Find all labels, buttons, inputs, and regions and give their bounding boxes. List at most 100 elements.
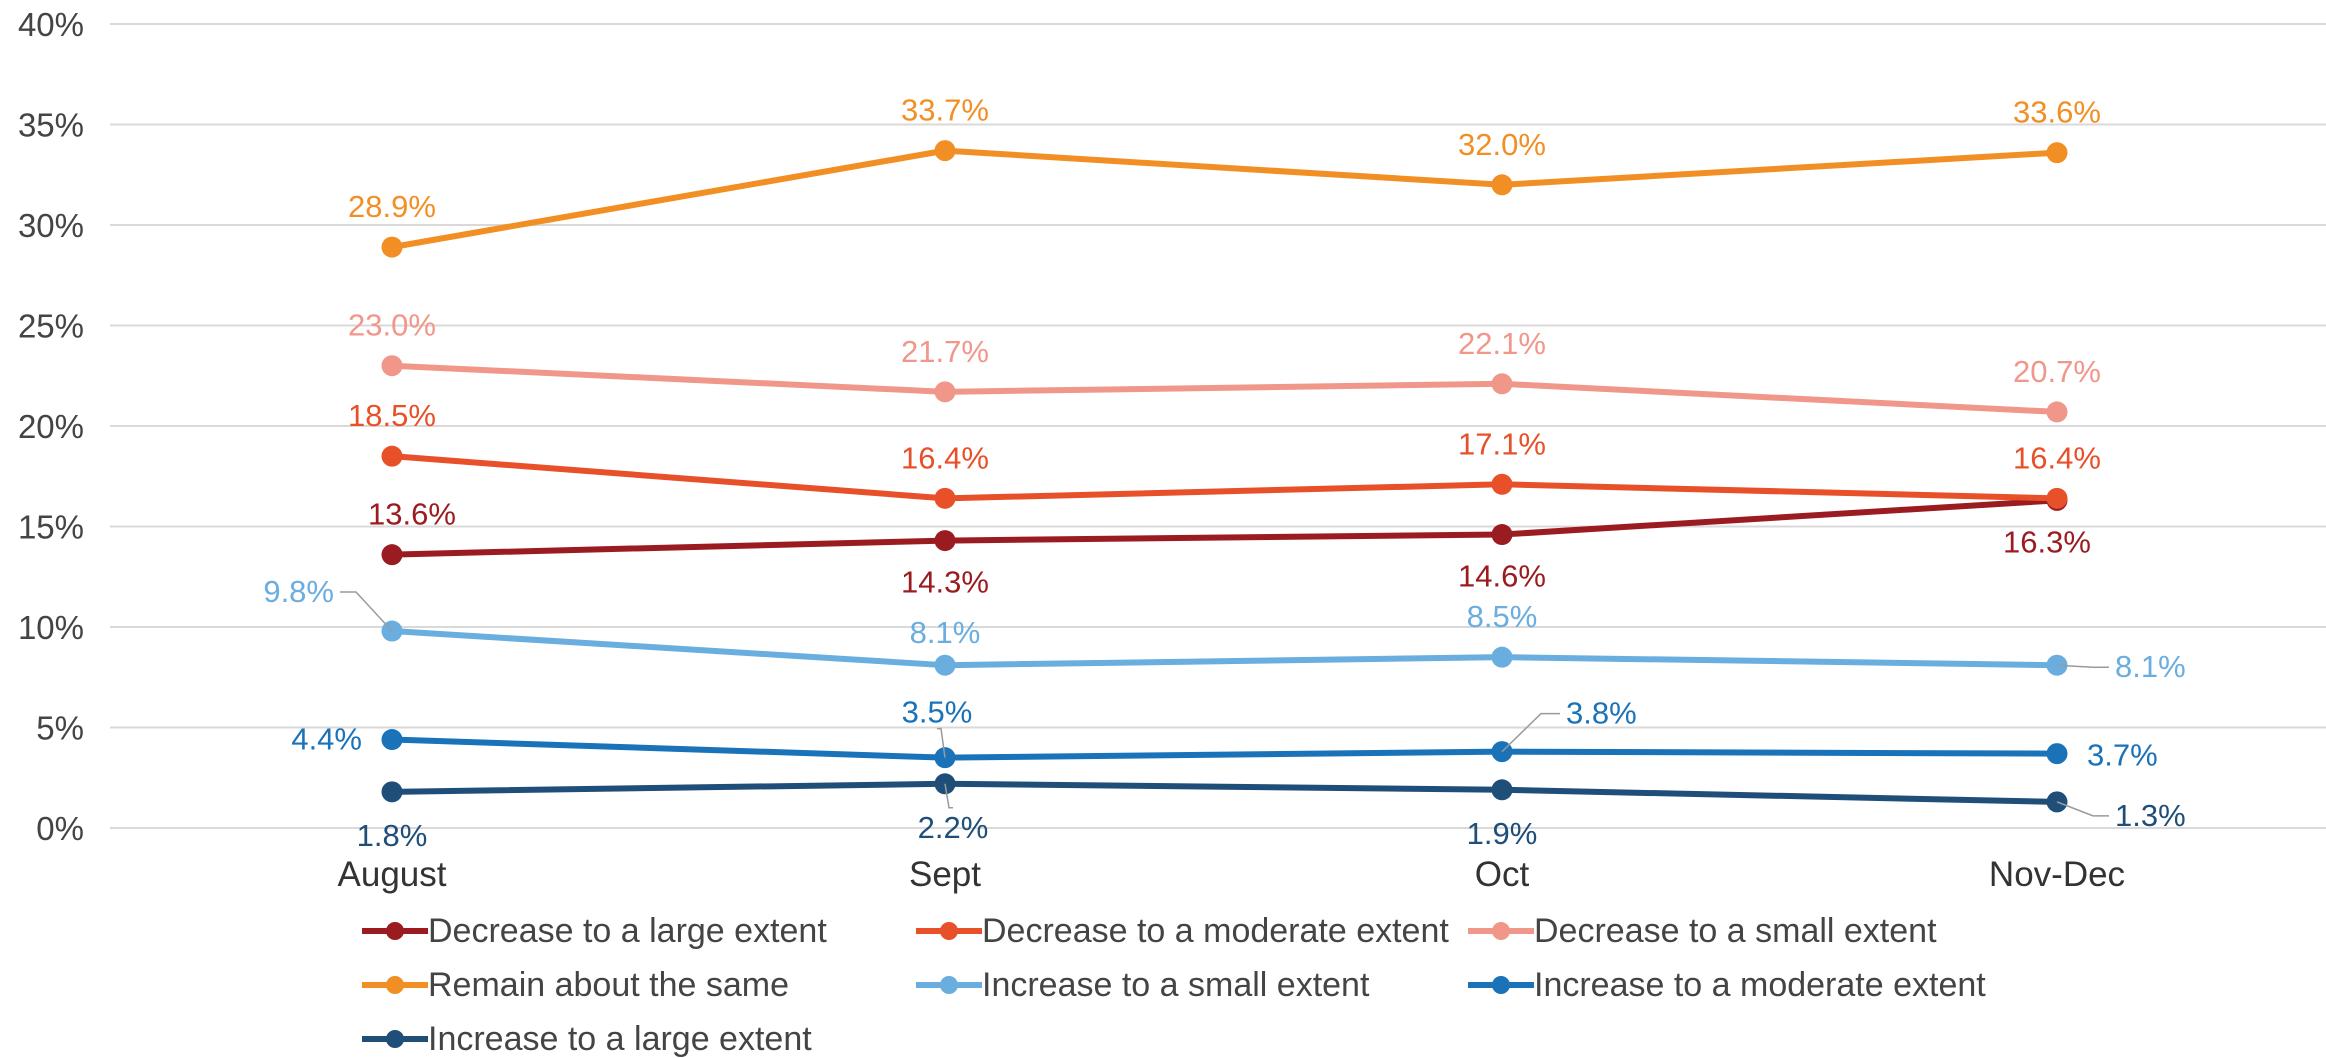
data-point: [2046, 743, 2068, 765]
data-point: [381, 236, 403, 258]
data-label: 33.7%: [901, 93, 989, 128]
data-label: 9.8%: [263, 574, 334, 609]
legend-item: Decrease to a large extent: [362, 912, 827, 950]
y-axis-ticks: 0% 5% 10% 15% 20% 25% 30% 35% 40%: [18, 6, 84, 847]
label-leader-line: [2056, 664, 2109, 668]
data-label: 16.4%: [901, 440, 989, 475]
data-label: 1.8%: [357, 818, 428, 853]
data-point: [2046, 142, 2068, 164]
x-tick-label: August: [338, 855, 447, 894]
x-axis-ticks: August Sept Oct Nov-Dec: [338, 855, 2126, 894]
legend-label: Increase to a small extent: [982, 966, 1370, 1004]
x-tick-label: Nov-Dec: [1989, 855, 2125, 894]
legend-item: Increase to a moderate extent: [1468, 966, 1986, 1004]
y-tick-label: 35%: [18, 107, 84, 144]
data-point: [381, 544, 403, 566]
data-point: [381, 355, 403, 377]
y-tick-label: 15%: [18, 509, 84, 546]
data-label: 8.1%: [910, 615, 981, 650]
data-label: 20.7%: [2013, 354, 2101, 389]
data-label: 16.4%: [2013, 440, 2101, 475]
legend-label: Decrease to a small extent: [1534, 912, 1937, 950]
data-label: 1.3%: [2115, 798, 2186, 833]
series-line: [391, 147, 2058, 251]
data-label: 3.7%: [2087, 738, 2158, 773]
x-tick-label: Sept: [909, 855, 981, 894]
data-label: 2.2%: [918, 810, 989, 845]
legend: Decrease to a large extent Decrease to a …: [362, 912, 1986, 1058]
series-line: [391, 362, 2058, 415]
y-tick-label: 30%: [18, 207, 84, 244]
y-tick-label: 25%: [18, 308, 84, 345]
data-point: [934, 654, 956, 676]
data-point: [381, 729, 403, 751]
legend-label: Decrease to a large extent: [428, 912, 827, 950]
legend-item: Decrease to a moderate extent: [916, 912, 1449, 950]
data-label: 14.3%: [901, 565, 989, 600]
data-point: [934, 487, 956, 509]
legend-marker: [386, 1030, 404, 1048]
data-label: 4.4%: [291, 722, 362, 757]
data-point: [934, 140, 956, 162]
label-leader-line: [340, 591, 393, 632]
series-line: [391, 736, 2058, 761]
data-point: [1491, 524, 1513, 546]
data-labels: 13.6% 14.3% 14.6% 16.3% 18.5% 16.4% 17.1% 16.4%…: [263, 93, 2185, 853]
data-point: [1491, 373, 1513, 395]
series-line: [391, 780, 2058, 805]
data-label: 33.6%: [2013, 95, 2101, 130]
data-label: 21.7%: [901, 334, 989, 369]
legend-item: Remain about the same: [362, 966, 789, 1004]
label-leader-line: [937, 727, 946, 758]
legend-label: Decrease to a moderate extent: [982, 912, 1449, 950]
data-label: 8.5%: [1467, 599, 1538, 634]
legend-marker: [940, 922, 958, 940]
data-point: [381, 781, 403, 803]
data-label: 16.3%: [2003, 524, 2091, 559]
data-point: [934, 381, 956, 403]
data-label: 8.1%: [2115, 649, 2186, 684]
legend-item: Decrease to a small extent: [1468, 912, 1937, 950]
legend-marker: [1492, 922, 1510, 940]
series-line: [391, 628, 2058, 669]
label-leader-line: [944, 783, 953, 809]
data-point: [1491, 779, 1513, 801]
data-point: [934, 530, 956, 552]
y-tick-label: 40%: [18, 6, 84, 43]
data-point: [381, 445, 403, 467]
label-leader-line: [1501, 712, 1560, 753]
data-label: 32.0%: [1458, 127, 1546, 162]
y-tick-label: 10%: [18, 609, 84, 646]
data-label: 23.0%: [348, 308, 436, 343]
legend-marker: [940, 976, 958, 994]
legend-marker: [386, 976, 404, 994]
label-leader-line: [2056, 801, 2109, 817]
y-tick-label: 20%: [18, 408, 84, 445]
legend-label: Increase to a large extent: [428, 1020, 812, 1058]
data-point: [1491, 473, 1513, 495]
data-point: [2046, 401, 2068, 423]
y-tick-label: 5%: [36, 710, 84, 747]
legend-marker: [386, 922, 404, 940]
data-label: 13.6%: [368, 497, 456, 532]
data-label: 3.8%: [1566, 696, 1637, 731]
data-label: 28.9%: [348, 189, 436, 224]
gridlines: [110, 23, 2326, 829]
series-line: [391, 453, 2058, 502]
series-lines: [381, 140, 2068, 813]
series-line: [391, 497, 2058, 558]
data-point: [1491, 174, 1513, 196]
data-label: 18.5%: [348, 398, 436, 433]
y-tick-label: 0%: [36, 810, 84, 847]
legend-label: Remain about the same: [428, 966, 789, 1004]
legend-label: Increase to a moderate extent: [1534, 966, 1986, 1004]
data-label: 22.1%: [1458, 326, 1546, 361]
x-tick-label: Oct: [1475, 855, 1530, 894]
data-label: 14.6%: [1458, 559, 1546, 594]
data-label: 1.9%: [1467, 816, 1538, 851]
data-label: 3.5%: [902, 695, 973, 730]
data-label: 17.1%: [1458, 426, 1546, 461]
data-point: [2046, 487, 2068, 509]
data-point: [1491, 646, 1513, 668]
